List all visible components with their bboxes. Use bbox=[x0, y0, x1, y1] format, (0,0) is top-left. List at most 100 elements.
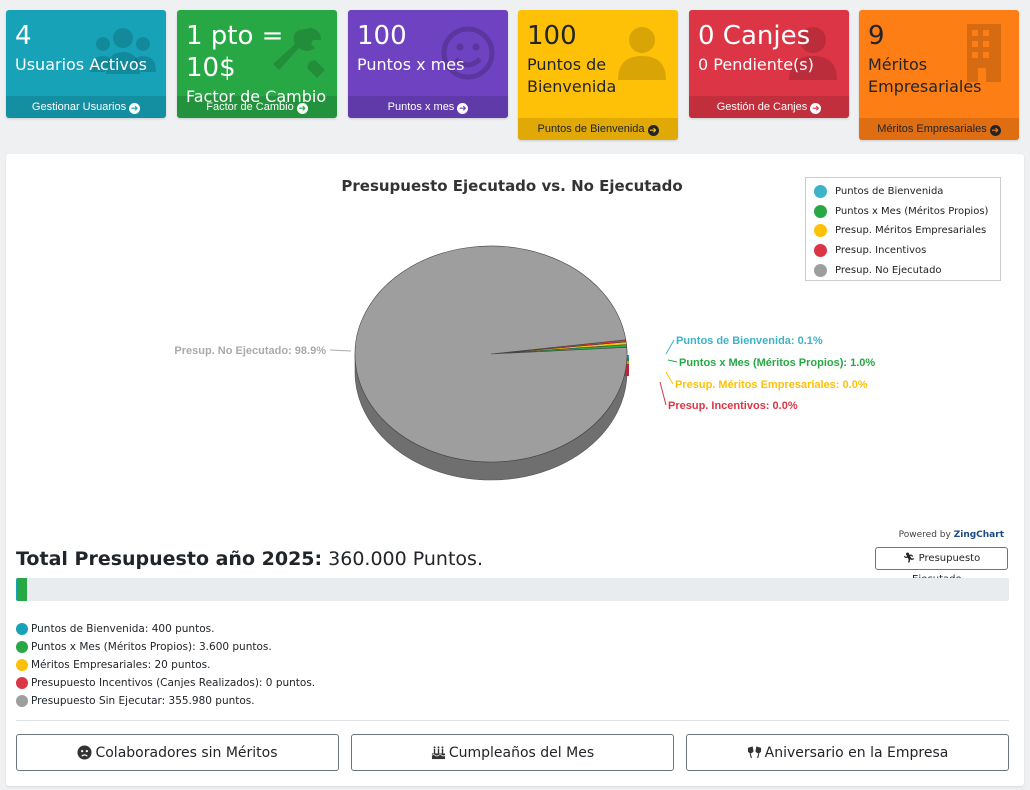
button-label: Colaboradores sin Méritos bbox=[95, 744, 278, 761]
pie-slice-label: Puntos de Bienvenida: 0.1% bbox=[676, 335, 823, 347]
user-icon bbox=[789, 27, 837, 80]
legend-item[interactable]: Puntos de Bienvenida bbox=[814, 182, 1000, 202]
legend-item[interactable]: Presup. No Ejecutado bbox=[814, 260, 1000, 280]
card-usuarios-activos: 4 Usuarios Activos Gestionar Usuarios ➜ bbox=[6, 10, 166, 118]
total-budget-label: Total Presupuesto año 2025: bbox=[16, 548, 323, 570]
budget-panel: Puntos de Bienvenida: 0.1% Puntos x Mes (… bbox=[6, 154, 1024, 786]
card-value: 100 bbox=[357, 21, 407, 51]
pie-label-connector bbox=[667, 359, 678, 363]
colaboradores-sin-meritos-button[interactable]: Colaboradores sin Méritos bbox=[16, 734, 339, 771]
card-value: 1 pto = 10$ bbox=[186, 21, 284, 83]
button-label: Cumpleaños del Mes bbox=[448, 744, 595, 761]
glasses-cheers-icon bbox=[747, 746, 761, 759]
card-puntos-x-mes: 100 Puntos x mes Puntos x mes ➜ bbox=[348, 10, 508, 118]
button-label: Aniversario en la Empresa bbox=[764, 744, 949, 761]
users-icon bbox=[90, 28, 156, 74]
legend-marker bbox=[814, 224, 827, 238]
legend-label: Puntos de Bienvenida bbox=[835, 186, 944, 198]
pie-chart-svg: Puntos de Bienvenida: 0.1% Puntos x Mes (… bbox=[174, 245, 875, 481]
sad-face-icon bbox=[77, 745, 92, 760]
budget-progress-bar bbox=[16, 578, 1009, 601]
budget-breakdown: Puntos de Bienvenida: 400 puntos. Puntos… bbox=[16, 620, 315, 710]
legend-label: Presup. Incentivos bbox=[835, 245, 927, 257]
card-value: 100 bbox=[527, 21, 577, 51]
legend-marker bbox=[814, 244, 827, 258]
legend-item[interactable]: Presup. Incentivos bbox=[814, 241, 1000, 261]
breakdown-marker bbox=[16, 641, 28, 653]
meritos-empresariales-link[interactable]: Méritos Empresariales ➜ bbox=[859, 118, 1019, 140]
footer-label: Méritos Empresariales bbox=[877, 123, 987, 135]
birthday-cake-icon bbox=[431, 746, 446, 760]
footer-label: Factor de Cambio bbox=[206, 101, 294, 113]
legend-marker bbox=[814, 204, 827, 218]
pie-slice bbox=[354, 245, 628, 463]
breakdown-text: Méritos Empresariales: 20 puntos. bbox=[31, 659, 211, 671]
pie-slice-label: Puntos x Mes (Méritos Propios): 1.0% bbox=[679, 357, 875, 369]
footer-label: Puntos de Bienvenida bbox=[537, 123, 645, 135]
puntos-de-bienvenida-link[interactable]: Puntos de Bienvenida ➜ bbox=[518, 118, 678, 140]
breakdown-marker bbox=[16, 659, 28, 671]
factor-de-cambio-link[interactable]: Factor de Cambio ➜ bbox=[177, 96, 337, 118]
progress-segment bbox=[16, 578, 18, 601]
card-label: Méritos Empresariales bbox=[868, 55, 982, 96]
breakdown-item: Puntos x Mes (Méritos Propios): 3.600 pu… bbox=[16, 638, 315, 656]
card-puntos-de-bienvenida: 100 Puntos de Bienvenida Puntos de Bienv… bbox=[518, 10, 678, 140]
card-label: Puntos de Bienvenida bbox=[527, 55, 617, 96]
powered-by-prefix: Powered by bbox=[898, 530, 951, 540]
footer-label: Gestión de Canjes bbox=[716, 101, 808, 113]
aniversario-en-la-empresa-button[interactable]: Aniversario en la Empresa bbox=[686, 734, 1009, 771]
breakdown-text: Puntos de Bienvenida: 400 puntos. bbox=[31, 623, 215, 635]
breakdown-text: Presupuesto Sin Ejecutar: 355.980 puntos… bbox=[31, 695, 255, 707]
puntos-x-mes-link[interactable]: Puntos x mes ➜ bbox=[348, 96, 508, 118]
pie-chart: Puntos de Bienvenida: 0.1% Puntos x Mes (… bbox=[6, 154, 1024, 544]
legend-marker bbox=[814, 185, 827, 199]
breakdown-item: Méritos Empresariales: 20 puntos. bbox=[16, 656, 315, 674]
card-meritos-empresariales: 9 Méritos Empresariales Méritos Empresar… bbox=[859, 10, 1019, 140]
arrow-circle-right-icon: ➜ bbox=[810, 103, 822, 114]
card-label: Puntos x mes bbox=[357, 55, 465, 74]
card-value: 9 bbox=[868, 21, 885, 51]
gestion-de-canjes-link[interactable]: Gestión de Canjes ➜ bbox=[689, 96, 849, 118]
breakdown-marker bbox=[16, 695, 28, 707]
breakdown-text: Presupuesto Incentivos (Canjes Realizado… bbox=[31, 677, 316, 689]
cumpleanos-del-mes-button[interactable]: Cumpleaños del Mes bbox=[351, 734, 674, 771]
breakdown-item: Presupuesto Incentivos (Canjes Realizado… bbox=[16, 674, 315, 692]
powered-by-brand: ZingChart bbox=[953, 530, 1004, 540]
breakdown-item: Presupuesto Sin Ejecutar: 355.980 puntos… bbox=[16, 692, 315, 710]
chart-title: Presupuesto Ejecutado vs. No Ejecutado bbox=[341, 177, 683, 195]
breakdown-marker bbox=[16, 677, 28, 689]
breakdown-marker bbox=[16, 623, 28, 635]
running-icon: 🏃︎ bbox=[902, 553, 916, 564]
total-budget: Total Presupuesto año 2025: 360.000 Punt… bbox=[16, 548, 483, 570]
divider bbox=[16, 720, 1009, 721]
card-value: 0 Canjes bbox=[698, 21, 811, 51]
legend-item[interactable]: Presup. Méritos Empresariales bbox=[814, 221, 1000, 241]
user-icon bbox=[618, 27, 666, 80]
card-value: 4 bbox=[15, 21, 32, 51]
tools-icon bbox=[269, 28, 325, 78]
legend-label: Presup. Méritos Empresariales bbox=[835, 225, 987, 237]
pie-slice-label: Presup. No Ejecutado: 98.9% bbox=[174, 345, 326, 357]
total-budget-value: 360.000 Puntos. bbox=[328, 548, 483, 570]
card-label: 0 Pendiente(s) bbox=[698, 55, 814, 74]
presupuesto-ejecutado-button[interactable]: 🏃︎ Presupuesto Ejecutado... bbox=[875, 547, 1008, 585]
legend-item[interactable]: Puntos x Mes (Méritos Propios) bbox=[814, 202, 1000, 222]
gestionar-usuarios-link[interactable]: Gestionar Usuarios ➜ bbox=[6, 96, 166, 118]
building-icon bbox=[967, 24, 1001, 82]
arrow-circle-right-icon: ➜ bbox=[296, 103, 308, 114]
arrow-circle-right-icon: ➜ bbox=[457, 103, 469, 114]
legend-label: Presup. No Ejecutado bbox=[835, 264, 942, 276]
breakdown-item: Puntos de Bienvenida: 400 puntos. bbox=[16, 620, 315, 638]
breakdown-text: Puntos x Mes (Méritos Propios): 3.600 pu… bbox=[31, 641, 272, 653]
quick-actions: Colaboradores sin Méritos Cumpleaños del… bbox=[16, 734, 1009, 771]
progress-segment bbox=[17, 578, 28, 601]
card-label: Usuarios Activos bbox=[15, 55, 147, 74]
footer-label: Puntos x mes bbox=[387, 101, 455, 113]
powered-by-zingchart[interactable]: Powered by ZingChart bbox=[899, 530, 1004, 540]
chart-legend: Puntos de Bienvenida Puntos x Mes (Mérit… bbox=[805, 177, 1001, 281]
kpi-cards: 4 Usuarios Activos Gestionar Usuarios ➜ 1… bbox=[6, 10, 1026, 142]
card-label: Factor de Cambio bbox=[186, 87, 327, 106]
legend-label: Puntos x Mes (Méritos Propios) bbox=[835, 205, 989, 217]
footer-label: Gestionar Usuarios bbox=[31, 101, 127, 113]
pie-label-connector bbox=[665, 339, 675, 355]
